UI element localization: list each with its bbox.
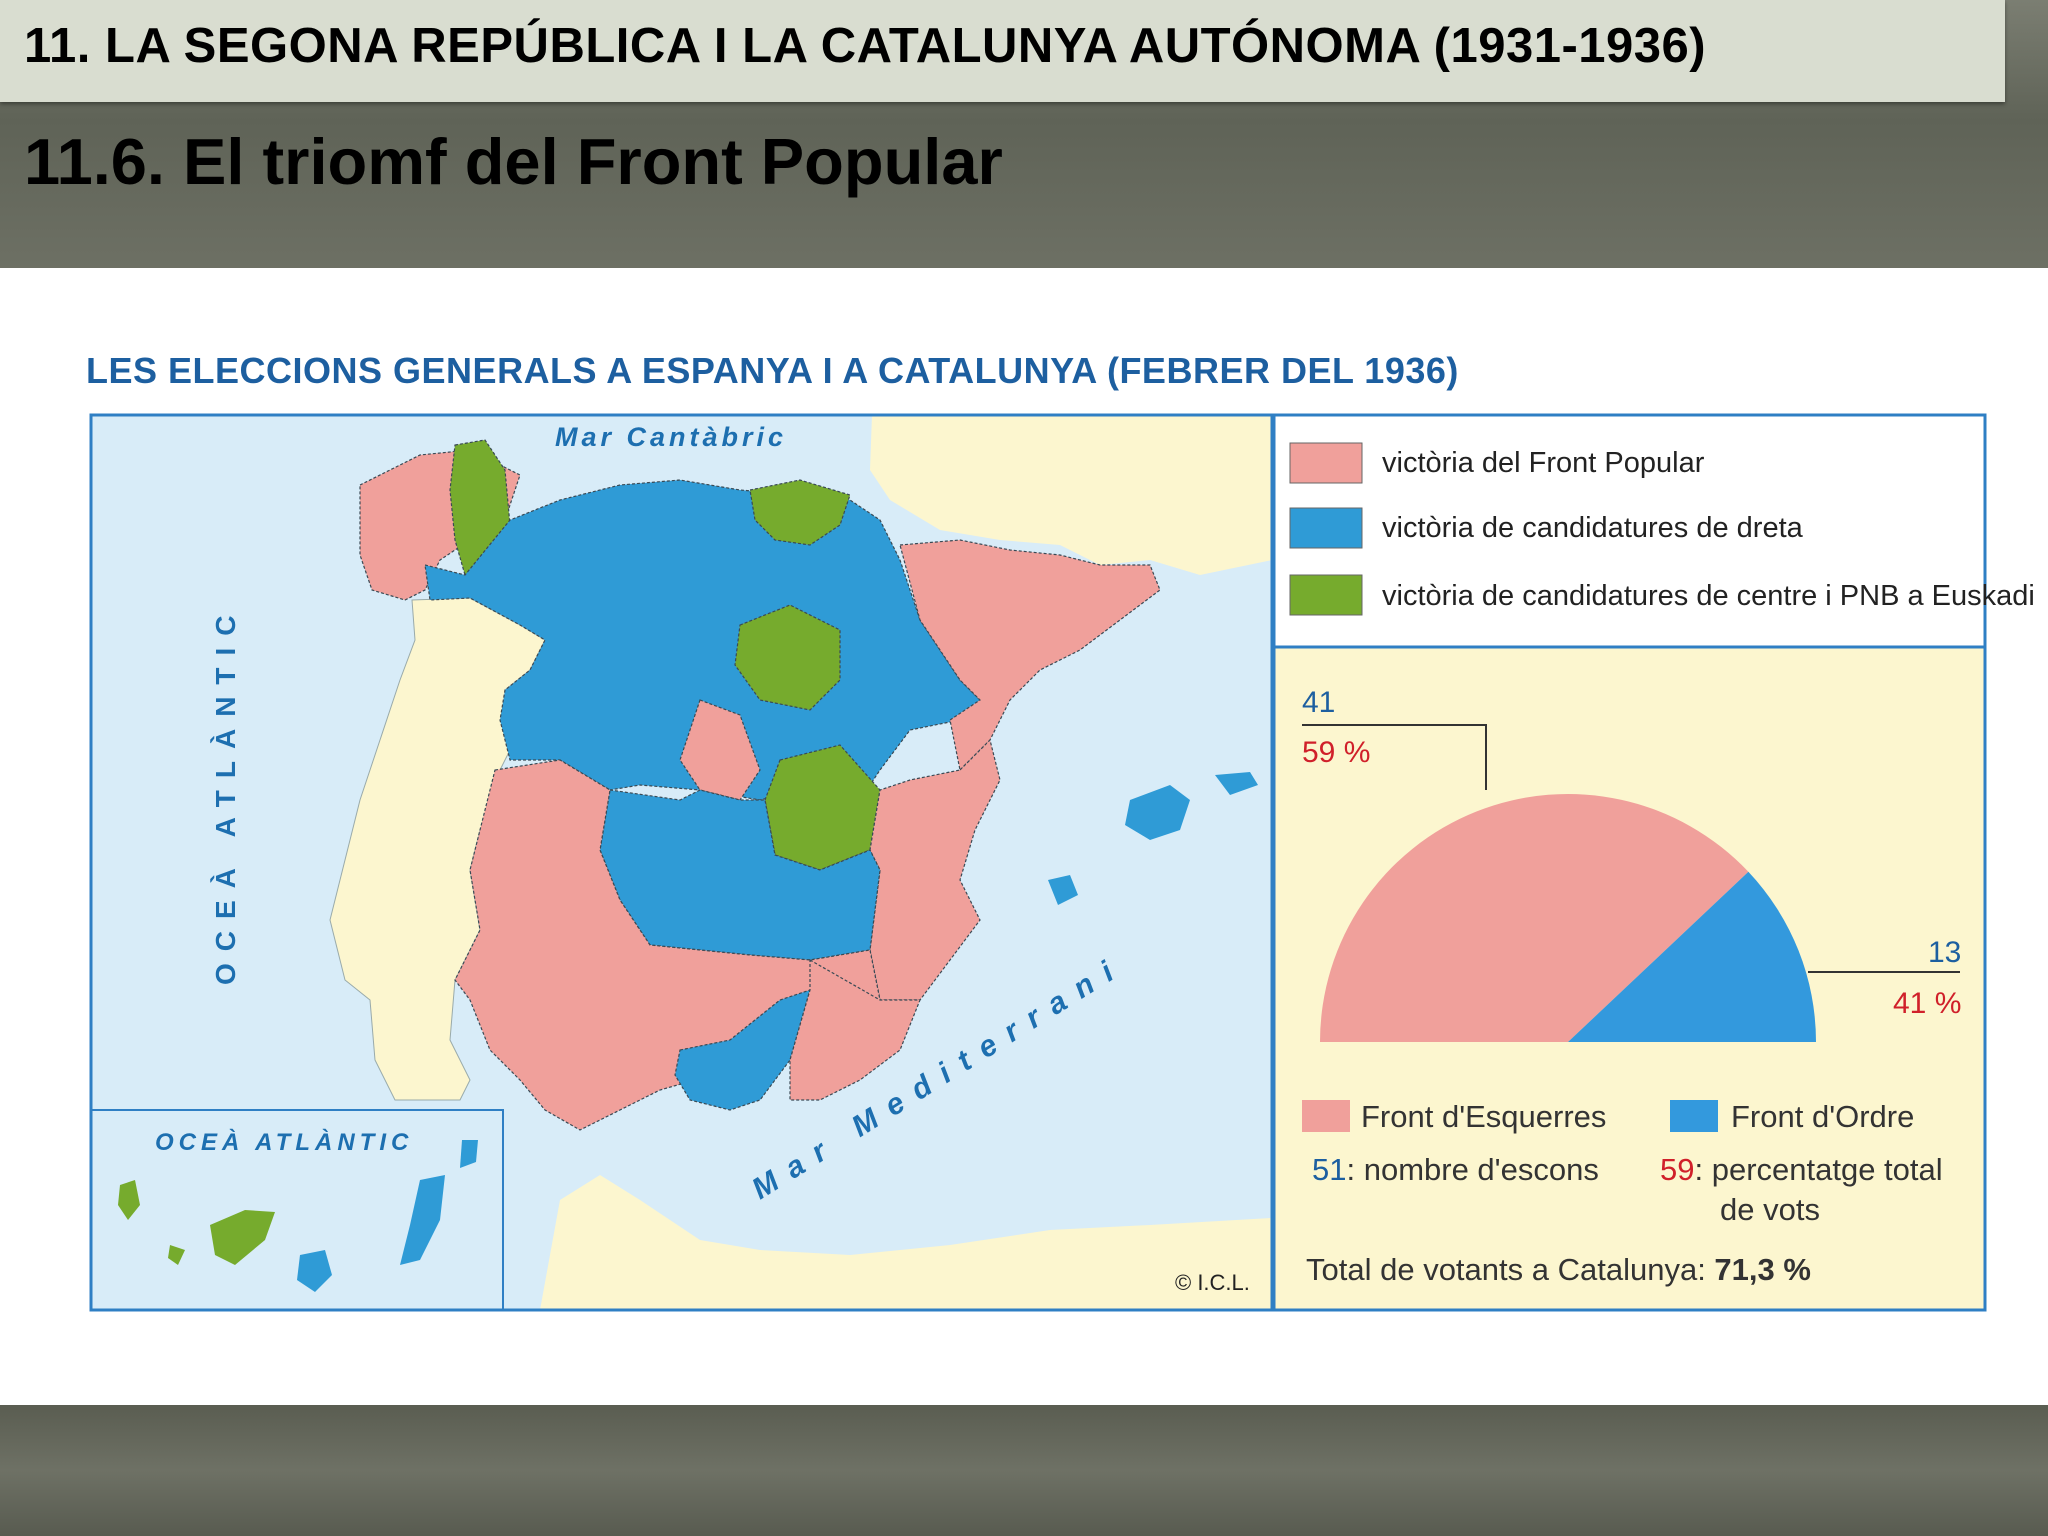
legend-swatch-centre xyxy=(1289,574,1363,616)
chart-key-votes-text: : percentatge total xyxy=(1694,1152,1942,1187)
chart-legend-esquerres: Front d'Esquerres xyxy=(1361,1099,1606,1134)
slide-subtitle: 11.6. El triomf del Front Popular xyxy=(24,125,1003,198)
chart-total-value: 71,3 % xyxy=(1714,1252,1811,1287)
canary-tenerife xyxy=(210,1210,275,1265)
legend-label-front-popular: victòria del Front Popular xyxy=(1382,447,1705,479)
region-north-blue xyxy=(424,479,981,801)
chart-legend-ordre: Front d'Ordre xyxy=(1731,1099,1914,1134)
region-northeast xyxy=(899,539,1161,772)
ibiza xyxy=(1048,875,1078,905)
africa-land xyxy=(540,1175,1272,1310)
label-ocea-atlantic: OCEÀ ATLÀNTIC xyxy=(210,603,241,985)
chart-key-seats-text: : nombre d'escons xyxy=(1346,1152,1598,1187)
legend-swatch-front-popular xyxy=(1289,442,1363,484)
chart-total-label: Total de votants a Catalunya: xyxy=(1306,1252,1714,1287)
pie-label-seats-esquerres: 41 xyxy=(1302,686,1335,719)
chart-legend-swatch-esquerres xyxy=(1302,1100,1350,1132)
pie-chart xyxy=(1320,793,1816,1042)
region-cuenca xyxy=(764,744,881,871)
slide-main-title: 11. LA SEGONA REPÚBLICA I LA CATALUNYA A… xyxy=(24,19,1707,73)
pie-leader-esquerres xyxy=(1302,724,1487,790)
canary-island-1 xyxy=(118,1180,140,1220)
region-center-blue xyxy=(599,789,881,961)
region-southeast xyxy=(789,958,921,1101)
canary-island-2 xyxy=(168,1245,185,1265)
chart-key-votes-line2: de vots xyxy=(1720,1192,1820,1227)
legend-panel xyxy=(1272,413,1987,649)
chart-total: Total de votants a Catalunya: 71,3 % xyxy=(1306,1252,1811,1287)
map-frame xyxy=(89,413,1274,1312)
chart-key-votes: 59: percentatge total xyxy=(1660,1152,1943,1187)
label-inset-atlantic: OCEÀ ATLÀNTIC xyxy=(155,1128,413,1156)
pie-slice-front-esquerres xyxy=(1320,793,1749,1042)
france-land xyxy=(870,415,1272,575)
chart-key-votes-number: 59 xyxy=(1660,1152,1694,1187)
spain-provinces xyxy=(359,439,1161,1131)
pie-label-votes-esquerres: 59 % xyxy=(1302,736,1370,769)
canary-lanzarote xyxy=(460,1140,478,1168)
region-basque xyxy=(749,479,851,546)
legend-label-centre: victòria de candidatures de centre i PNB… xyxy=(1382,580,2035,612)
canary-gran-canaria xyxy=(297,1250,332,1292)
copyright-label: © I.C.L. xyxy=(1175,1270,1250,1295)
footer-background xyxy=(0,1405,2048,1536)
pie-slice-front-ordre xyxy=(1568,871,1816,1042)
pie-label-votes-ordre: 41 % xyxy=(1893,987,1961,1020)
title-strip: 11. LA SEGONA REPÚBLICA I LA CATALUNYA A… xyxy=(0,0,2005,102)
region-burgos xyxy=(734,604,841,711)
region-granada xyxy=(674,989,811,1111)
label-mar-cantabric: Mar Cantàbric xyxy=(555,422,787,452)
legend-swatch-dreta xyxy=(1289,507,1363,549)
mallorca xyxy=(1125,785,1190,840)
chart-legend-swatch-ordre xyxy=(1670,1100,1718,1132)
chart-key-seats-number: 51 xyxy=(1312,1152,1346,1187)
canary-fuerteventura xyxy=(400,1175,445,1265)
figure-title: LES ELECCIONS GENERALS A ESPANYA I A CAT… xyxy=(86,350,1459,391)
menorca xyxy=(1215,772,1258,795)
legend-label-dreta: victòria de candidatures de dreta xyxy=(1382,512,1804,544)
chart-key-seats: 51: nombre d'escons xyxy=(1312,1152,1599,1187)
pie-label-seats-ordre: 13 xyxy=(1928,936,1961,969)
